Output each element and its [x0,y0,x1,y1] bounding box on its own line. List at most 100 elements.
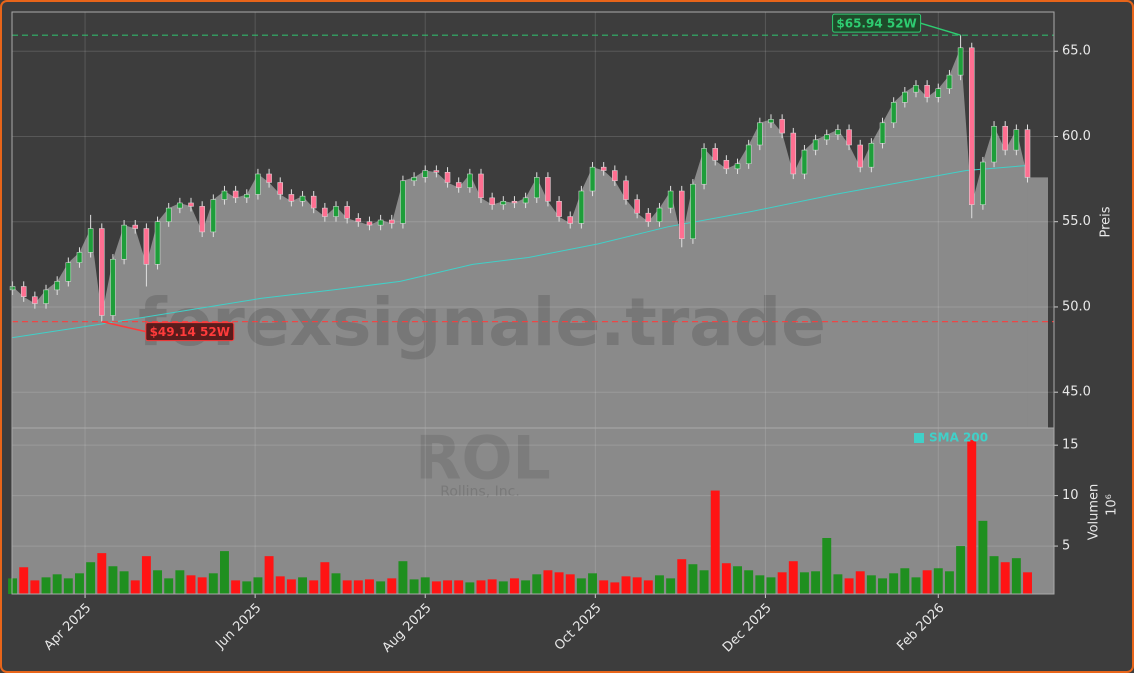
volume-bar [621,576,631,594]
candle-body [299,195,306,202]
volume-bar [331,573,341,594]
candle-body [489,197,495,205]
volume-bar [721,563,731,594]
volume-bar [19,567,29,594]
volume-bar [108,566,118,594]
volume-bar [75,573,84,594]
volume-spine [11,427,1055,595]
candle-body [310,195,317,209]
annotation-arrow [101,320,146,333]
volume-bar [175,570,185,594]
volume-bar [978,520,988,594]
close-area [12,47,1028,428]
volume-bar [944,571,954,594]
candle-body [433,170,440,173]
candle-body [612,170,618,182]
candle-body [779,119,785,134]
volume-bar [30,580,40,594]
volume-bar [755,575,765,594]
volume-bar [197,577,207,594]
candle-body [377,219,384,226]
candle-body [1002,125,1008,151]
volume-bar [610,582,620,594]
candle-body [165,207,172,222]
candle-body [824,134,830,141]
volume-bar [398,561,408,594]
volume-bar [688,564,698,594]
volume-bar [298,577,308,594]
candle-body [344,206,350,219]
candle-body [277,182,283,195]
candle-body [534,177,540,199]
y-tick-label: 60.0 [1062,129,1091,144]
candle-body [623,180,629,200]
candle-body [232,190,239,199]
volume-bar [521,580,531,594]
volume-axis-label: Volumen [1087,484,1102,541]
volume-bar [153,570,163,594]
volume-bar [822,537,832,594]
volume-bar [86,562,96,594]
candle-body [444,172,451,183]
y-tick-label: 50.0 [1062,299,1091,314]
candle-body [924,85,930,98]
candle-body [478,173,484,199]
volume-bar [532,574,542,594]
candle-body [890,102,897,124]
candle-body [400,180,406,224]
close-area-extension [1027,177,1048,428]
watermark-ticker: ROL [415,424,550,494]
candle-body [835,129,841,136]
candle-body [600,166,607,171]
volume-bar [220,551,229,594]
volume-bar [431,581,441,594]
volume-bar [309,580,319,594]
volume-bar [264,556,274,594]
volume-bar [833,574,843,594]
candle-body [879,122,886,144]
volume-bar [465,582,475,594]
volume-bar [487,579,497,594]
candle-body [132,224,138,229]
volume-tick-label: 15 [1062,438,1079,453]
candle-body [679,190,685,240]
volume-bar [353,580,363,594]
volume-bar [164,578,174,594]
volume-bar [443,580,452,594]
candle-body [567,216,573,224]
volume-bar [565,574,575,594]
candle-body [723,160,730,170]
candle-body [1013,129,1020,151]
volume-bar [242,581,252,594]
candle-body [768,119,774,124]
volume-bar [130,580,140,594]
candle-body [333,206,339,217]
volume-tick-label: 5 [1062,539,1070,554]
watermark: forexsignale.trade [138,284,826,361]
candle-body [957,47,964,76]
volume-bar [733,566,742,594]
volume-bar [599,580,609,594]
candle-body [65,262,72,282]
volume-bar [710,490,720,594]
volume-bar [855,571,865,594]
volume-bar [97,553,107,594]
candle-body [221,190,228,200]
candle-body [857,144,863,168]
volume-bar [543,570,553,594]
candle-body [411,177,417,182]
candle-body [210,199,217,233]
candle-body [868,143,875,168]
candle-body [645,212,652,222]
volume-bar [632,577,642,594]
sma-line [12,164,1028,339]
volume-bar [119,571,129,594]
volume-bar [320,562,330,594]
volume-bar [576,578,586,594]
volume-bar [186,575,196,594]
candle-body [32,296,38,304]
volume-bar [8,578,18,594]
candle-body [54,281,60,291]
volume-bar [275,576,285,594]
